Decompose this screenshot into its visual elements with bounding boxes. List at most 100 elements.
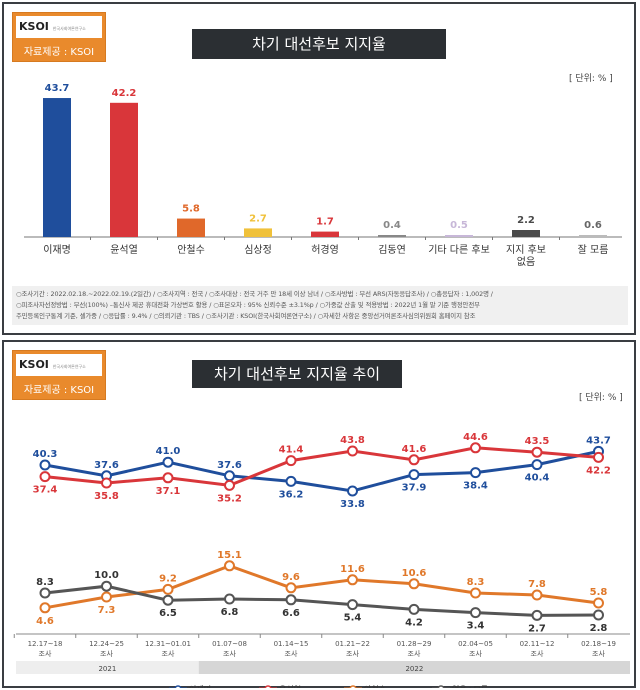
note-line: ○피조사자선정방법 : 무선(100%) –통신사 제공 휴대전화 가상번호 활… bbox=[16, 301, 480, 309]
x-tick-label: 01.07~08 bbox=[212, 640, 247, 648]
x-tick-label: 조사 bbox=[346, 649, 359, 658]
bar-1 bbox=[110, 102, 138, 237]
legend-label: 안철수 bbox=[364, 684, 386, 688]
note-line: 주민등록인구통계 기준, 셀가중 / ○응답률 : 9.4% / ○의뢰기관 :… bbox=[16, 312, 476, 320]
data-label: 6.8 bbox=[221, 607, 239, 618]
category-label: 허경영 bbox=[311, 243, 339, 256]
data-point bbox=[162, 456, 174, 468]
data-label: 8.3 bbox=[467, 577, 485, 588]
data-label: 9.2 bbox=[159, 573, 177, 584]
bar-value-label: 43.7 bbox=[45, 83, 70, 94]
data-label: 36.2 bbox=[279, 489, 304, 500]
x-tick-label: 조사 bbox=[223, 649, 236, 658]
x-tick-label: 02.18~19 bbox=[581, 640, 616, 648]
data-point bbox=[531, 589, 543, 601]
data-point bbox=[224, 470, 235, 482]
x-tick-label: 조사 bbox=[39, 649, 52, 658]
x-tick-label: 조사 bbox=[100, 649, 113, 658]
bar-8 bbox=[579, 235, 607, 237]
data-label: 43.5 bbox=[525, 436, 550, 447]
data-label: 8.3 bbox=[36, 577, 54, 588]
data-point bbox=[101, 477, 112, 489]
data-label: 38.4 bbox=[463, 481, 488, 492]
data-point bbox=[162, 594, 174, 606]
x-tick-label: 02.04~05 bbox=[458, 640, 493, 648]
data-point bbox=[347, 445, 358, 457]
data-point bbox=[162, 583, 174, 595]
bar-chart: 43.7 이재명 42.2 윤석열 5.8 안철수 2.7 심상정 1.7 허경영 0.4 김동연 0.… bbox=[24, 83, 622, 268]
data-label: 10.6 bbox=[402, 568, 427, 579]
bar-6 bbox=[445, 235, 473, 237]
category-label: 윤석열 bbox=[110, 244, 138, 256]
year-label: 2021 bbox=[98, 665, 116, 673]
bar-7 bbox=[512, 230, 540, 237]
bar-0 bbox=[43, 98, 71, 237]
chart-title: 차기 대선후보 지지율 추이 bbox=[192, 360, 402, 388]
legend-label: 없음+모름 bbox=[452, 685, 488, 688]
source-label: 자료제공 : KSOI bbox=[23, 385, 95, 396]
data-point bbox=[347, 574, 358, 586]
bar-5 bbox=[378, 235, 406, 237]
data-point bbox=[531, 459, 543, 471]
bar-value-label: 2.7 bbox=[249, 213, 267, 224]
x-tick-label: 02.11~12 bbox=[520, 640, 555, 648]
data-label: 37.4 bbox=[33, 485, 58, 496]
category-label: 김동연 bbox=[378, 244, 406, 256]
category-label: 지지 후보 bbox=[506, 244, 546, 256]
data-point bbox=[162, 472, 174, 484]
data-point bbox=[470, 607, 481, 619]
data-label: 11.6 bbox=[340, 564, 365, 575]
bar-value-label: 0.6 bbox=[584, 220, 602, 231]
data-label: 37.9 bbox=[402, 483, 427, 494]
data-label: 40.3 bbox=[33, 449, 58, 460]
category-label: 잘 모름 bbox=[578, 244, 609, 256]
data-label: 15.1 bbox=[217, 550, 242, 561]
data-label: 3.4 bbox=[467, 621, 485, 632]
category-label: 안철수 bbox=[177, 244, 205, 256]
data-point bbox=[347, 485, 358, 497]
data-point bbox=[224, 479, 235, 491]
unit-label: [ 단위: % ] bbox=[579, 393, 623, 403]
data-label: 7.3 bbox=[98, 605, 116, 616]
data-point bbox=[531, 446, 543, 458]
legend-marker bbox=[437, 685, 445, 688]
bottom-panel: KSOI 한국사회여론연구소 자료제공 : KSOI 차기 대선후보 지지율 추이… bbox=[2, 340, 636, 688]
category-label: 없음 bbox=[517, 255, 535, 268]
legend-marker bbox=[349, 685, 357, 688]
data-label: 4.6 bbox=[36, 616, 54, 627]
data-point bbox=[347, 599, 358, 611]
data-label: 42.2 bbox=[586, 465, 611, 476]
data-point bbox=[224, 560, 235, 572]
data-point bbox=[39, 587, 51, 599]
data-point bbox=[39, 471, 51, 483]
data-label: 43.8 bbox=[340, 435, 365, 446]
bar-value-label: 42.2 bbox=[112, 88, 137, 99]
year-band bbox=[16, 661, 199, 674]
data-point bbox=[593, 609, 604, 621]
data-point bbox=[224, 593, 235, 605]
x-tick-label: 12.17~18 bbox=[28, 640, 63, 648]
data-point bbox=[470, 442, 481, 454]
bar-value-label: 5.8 bbox=[182, 204, 200, 215]
data-label: 35.8 bbox=[94, 491, 119, 502]
data-point bbox=[101, 580, 112, 592]
data-label: 41.0 bbox=[156, 446, 181, 457]
year-label: 2022 bbox=[405, 665, 423, 673]
x-tick-label: 조사 bbox=[285, 649, 298, 658]
x-tick-label: 01.28~29 bbox=[397, 640, 432, 648]
ksoi-logo: KSOI 한국사회여론연구소 자료제공 : KSOI bbox=[12, 350, 106, 400]
bar-value-label: 2.2 bbox=[517, 215, 535, 226]
bar-3 bbox=[244, 228, 272, 237]
bar-4 bbox=[311, 231, 339, 237]
data-label: 5.4 bbox=[344, 613, 362, 624]
x-tick-label: 12.31~01.01 bbox=[145, 640, 191, 648]
data-label: 6.6 bbox=[282, 608, 300, 619]
data-point bbox=[408, 603, 420, 615]
bar-2 bbox=[177, 218, 205, 237]
data-label: 37.1 bbox=[156, 486, 181, 497]
data-label: 40.4 bbox=[525, 473, 550, 484]
data-point bbox=[101, 591, 112, 603]
bar-value-label: 0.4 bbox=[383, 220, 401, 231]
data-label: 5.8 bbox=[590, 587, 608, 598]
data-point bbox=[531, 609, 543, 621]
